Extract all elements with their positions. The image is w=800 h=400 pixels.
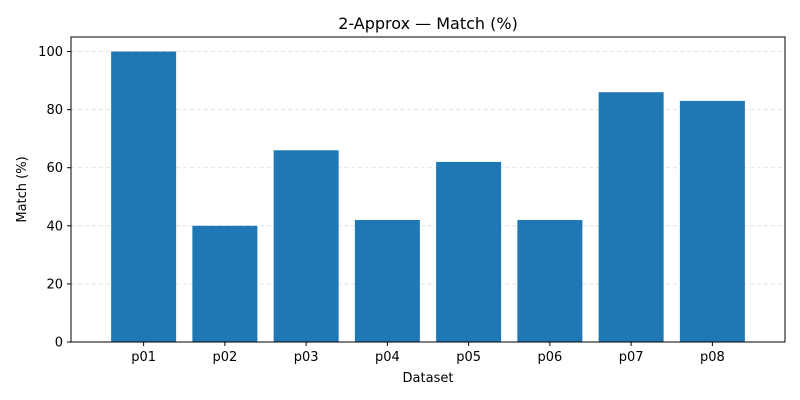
bar-p02 [192,225,258,342]
y-tick-label-40: 40 [46,219,63,234]
y-tick-label-100: 100 [38,45,63,60]
x-axis-ticks: p01 p02 p03 p04 p05 p06 p07 p08 [131,342,725,365]
x-tick-label-p01: p01 [131,350,156,365]
bars [111,51,745,343]
bar-p05 [436,161,502,342]
y-axis-ticks: 0 20 40 60 80 100 [38,45,71,351]
y-tick-label-20: 20 [46,277,63,292]
grid-lines [71,51,785,343]
x-tick-label-p06: p06 [537,350,562,365]
x-tick-label-p02: p02 [212,350,237,365]
bar-p03 [273,150,339,342]
x-tick-label-p03: p03 [294,350,319,365]
bar-p01 [111,51,177,343]
x-tick-label-p07: p07 [619,350,644,365]
x-tick-label-p08: p08 [700,350,725,365]
x-tick-label-p04: p04 [375,350,400,365]
plot-frame [70,36,786,343]
bar-p06 [517,220,583,342]
y-tick-label-80: 80 [46,103,63,118]
bar-p07 [598,92,664,342]
x-tick-label-p05: p05 [456,350,481,365]
bar-p04 [354,220,420,342]
bar-p08 [679,100,745,343]
y-axis-label: Match (%) [15,156,30,222]
y-tick-label-0: 0 [55,336,63,351]
y-tick-label-60: 60 [46,161,63,176]
chart-title: 2-Approx — Match (%) [338,14,518,33]
x-axis-label: Dataset [403,371,454,386]
